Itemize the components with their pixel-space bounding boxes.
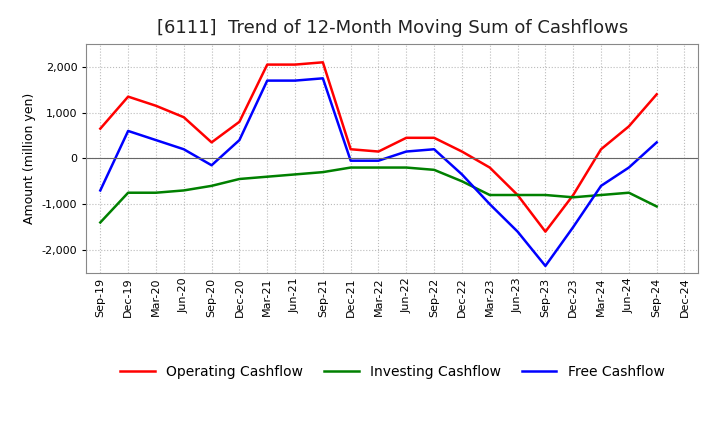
Free Cashflow: [458, 172, 467, 177]
Investing Cashflow: [179, 188, 188, 193]
Investing Cashflow: [207, 183, 216, 188]
Investing Cashflow: [569, 194, 577, 200]
Operating Cashflow: [179, 114, 188, 120]
Investing Cashflow: [402, 165, 410, 170]
Line: Free Cashflow: Free Cashflow: [100, 78, 657, 266]
Free Cashflow: [569, 224, 577, 230]
Operating Cashflow: [263, 62, 271, 67]
Investing Cashflow: [291, 172, 300, 177]
Free Cashflow: [291, 78, 300, 83]
Operating Cashflow: [541, 229, 550, 234]
Investing Cashflow: [318, 169, 327, 175]
Investing Cashflow: [430, 167, 438, 172]
Line: Operating Cashflow: Operating Cashflow: [100, 62, 657, 231]
Operating Cashflow: [374, 149, 383, 154]
Free Cashflow: [430, 147, 438, 152]
Free Cashflow: [207, 163, 216, 168]
Operating Cashflow: [458, 149, 467, 154]
Investing Cashflow: [485, 192, 494, 198]
Free Cashflow: [346, 158, 355, 163]
Operating Cashflow: [569, 192, 577, 198]
Y-axis label: Amount (million yen): Amount (million yen): [23, 93, 36, 224]
Operating Cashflow: [124, 94, 132, 99]
Free Cashflow: [318, 76, 327, 81]
Investing Cashflow: [235, 176, 243, 182]
Free Cashflow: [374, 158, 383, 163]
Investing Cashflow: [152, 190, 161, 195]
Free Cashflow: [652, 140, 661, 145]
Free Cashflow: [96, 188, 104, 193]
Free Cashflow: [263, 78, 271, 83]
Operating Cashflow: [96, 126, 104, 131]
Free Cashflow: [235, 137, 243, 143]
Free Cashflow: [152, 137, 161, 143]
Investing Cashflow: [124, 190, 132, 195]
Operating Cashflow: [513, 192, 522, 198]
Title: [6111]  Trend of 12-Month Moving Sum of Cashflows: [6111] Trend of 12-Month Moving Sum of C…: [157, 19, 628, 37]
Investing Cashflow: [346, 165, 355, 170]
Operating Cashflow: [597, 147, 606, 152]
Operating Cashflow: [652, 92, 661, 97]
Operating Cashflow: [430, 135, 438, 140]
Legend: Operating Cashflow, Investing Cashflow, Free Cashflow: Operating Cashflow, Investing Cashflow, …: [114, 360, 670, 385]
Free Cashflow: [179, 147, 188, 152]
Free Cashflow: [597, 183, 606, 188]
Investing Cashflow: [624, 190, 633, 195]
Free Cashflow: [541, 263, 550, 268]
Operating Cashflow: [485, 165, 494, 170]
Investing Cashflow: [652, 204, 661, 209]
Free Cashflow: [124, 128, 132, 134]
Operating Cashflow: [152, 103, 161, 108]
Investing Cashflow: [541, 192, 550, 198]
Operating Cashflow: [318, 60, 327, 65]
Investing Cashflow: [374, 165, 383, 170]
Investing Cashflow: [263, 174, 271, 180]
Operating Cashflow: [402, 135, 410, 140]
Line: Investing Cashflow: Investing Cashflow: [100, 168, 657, 223]
Operating Cashflow: [624, 124, 633, 129]
Investing Cashflow: [458, 179, 467, 184]
Free Cashflow: [402, 149, 410, 154]
Free Cashflow: [624, 165, 633, 170]
Investing Cashflow: [513, 192, 522, 198]
Operating Cashflow: [207, 140, 216, 145]
Free Cashflow: [513, 229, 522, 234]
Investing Cashflow: [597, 192, 606, 198]
Operating Cashflow: [346, 147, 355, 152]
Operating Cashflow: [291, 62, 300, 67]
Investing Cashflow: [96, 220, 104, 225]
Free Cashflow: [485, 202, 494, 207]
Operating Cashflow: [235, 119, 243, 125]
